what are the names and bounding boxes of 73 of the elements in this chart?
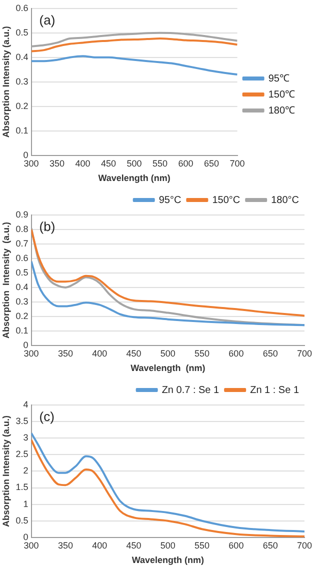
line-series <box>31 55 238 76</box>
y-tick-label: 0.5 <box>16 515 28 526</box>
legend-label: Zn 0.7 : Se 1 <box>162 384 220 396</box>
x-tick-label: 650 <box>204 158 220 168</box>
y-tick-label: 0.1 <box>16 125 28 136</box>
y-tick-label: 1.5 <box>16 482 28 492</box>
y-tick-label: 3 <box>23 432 28 443</box>
y-tick-label: 0.7 <box>16 238 28 248</box>
x-tick-label: 700 <box>296 348 312 358</box>
x-tick-label: 350 <box>58 540 73 550</box>
y-axis-title: Absorption Intensity (a.u.) <box>0 222 11 338</box>
legend-label: 180℃ <box>268 105 296 116</box>
y-tick-label: 0.1 <box>16 325 28 336</box>
y-tick-label: 2.5 <box>16 449 28 460</box>
legend-label: 95°C <box>158 194 182 206</box>
annotation: (c) <box>39 409 54 424</box>
y-tick-label: 0.5 <box>16 27 28 38</box>
y-tick-label: 0.9 <box>16 209 28 220</box>
legend-label: 150°C <box>212 194 240 206</box>
legend-label: 95℃ <box>268 73 290 84</box>
y-tick-label: 0.2 <box>16 310 28 321</box>
x-axis-title: Wavelength (nm) <box>132 555 204 566</box>
x-tick-label: 400 <box>92 540 108 550</box>
x-tick-label: 550 <box>194 540 210 550</box>
y-tick-label: 1 <box>23 498 28 509</box>
y-tick-label: 0.4 <box>16 52 28 62</box>
x-tick-label: 350 <box>50 158 65 168</box>
y-tick-label: 0 <box>23 532 28 542</box>
y-tick-label: 0.6 <box>16 252 28 263</box>
y-tick-label: 0.4 <box>16 282 28 292</box>
y-tick-label: 0.6 <box>16 2 28 13</box>
x-tick-label: 700 <box>230 158 245 168</box>
x-tick-label: 450 <box>101 158 116 168</box>
x-tick-label: 550 <box>152 158 168 168</box>
x-tick-label: 500 <box>160 540 176 550</box>
x-tick-label: 500 <box>160 348 176 358</box>
x-tick-label: 700 <box>296 540 312 550</box>
line-series <box>31 260 304 326</box>
y-axis-title: Absorption Intensity (a.u.) <box>0 26 11 138</box>
y-axis-title: Absorption Intensity (a.u.) <box>0 415 11 527</box>
y-tick-label: 0 <box>23 150 28 160</box>
x-tick-label: 300 <box>24 348 39 358</box>
y-tick-label: 4 <box>23 399 28 410</box>
x-tick-label: 550 <box>194 348 210 358</box>
x-tick-label: 450 <box>126 348 142 358</box>
x-tick-label: 350 <box>58 348 73 358</box>
annotation: (a) <box>39 12 56 28</box>
y-tick-label: 3.5 <box>16 416 28 426</box>
x-tick-label: 300 <box>24 158 39 168</box>
x-axis-title: Wavelength (nm) <box>98 173 170 184</box>
line-series <box>31 38 238 52</box>
legend-label: 150℃ <box>268 89 296 100</box>
x-tick-label: 650 <box>262 348 278 358</box>
legend-label: Zn 1 : Se 1 <box>250 384 300 396</box>
x-tick-label: 600 <box>228 348 244 358</box>
legend-label: 180°C <box>271 194 299 206</box>
annotation: (b) <box>39 219 56 234</box>
x-tick-label: 500 <box>126 158 142 168</box>
y-tick-label: 2 <box>23 466 28 476</box>
y-tick-label: 0.3 <box>16 296 28 306</box>
y-tick-label: 0.5 <box>16 267 28 278</box>
x-tick-label: 600 <box>178 158 194 168</box>
x-tick-label: 300 <box>24 540 39 550</box>
x-tick-label: 600 <box>228 540 244 550</box>
y-tick-label: 0.8 <box>16 224 28 234</box>
y-tick-label: 0.3 <box>16 76 28 86</box>
y-tick-label: 0 <box>23 340 28 350</box>
x-tick-label: 400 <box>92 348 108 358</box>
y-tick-label: 0.2 <box>16 100 28 111</box>
x-tick-label: 650 <box>262 540 278 550</box>
x-tick-label: 450 <box>126 540 142 550</box>
x-axis-title: Wavelength (nm) <box>130 363 206 374</box>
x-tick-label: 400 <box>75 158 90 168</box>
